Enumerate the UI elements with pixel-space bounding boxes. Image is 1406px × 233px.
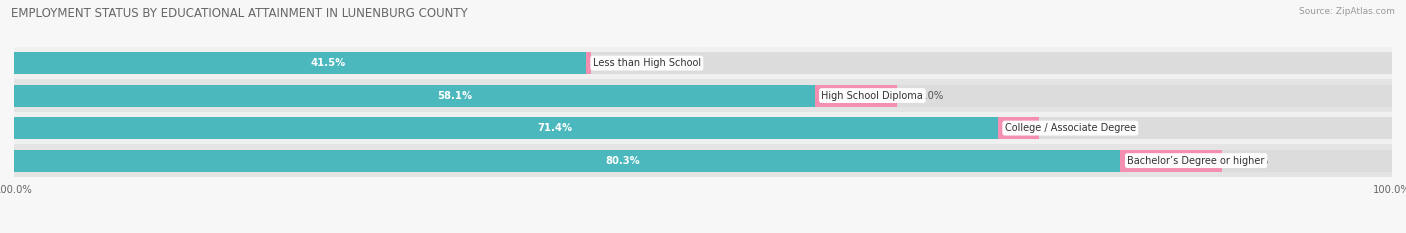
Bar [814, 85, 897, 107]
Text: 0.4%: 0.4% [612, 58, 637, 68]
Text: 41.5%: 41.5% [311, 58, 346, 68]
Text: 58.1%: 58.1% [437, 91, 472, 101]
Text: 71.4%: 71.4% [537, 123, 572, 133]
Text: Less than High School: Less than High School [593, 58, 702, 68]
Bar [998, 117, 1039, 139]
Bar [14, 150, 1121, 172]
Bar [14, 144, 1392, 177]
Bar [14, 52, 1392, 74]
Text: 80.3%: 80.3% [605, 156, 640, 166]
Bar [14, 85, 1392, 107]
Bar [586, 52, 592, 74]
Text: College / Associate Degree: College / Associate Degree [1005, 123, 1136, 133]
Bar [14, 47, 1392, 79]
Bar [14, 79, 1392, 112]
Text: EMPLOYMENT STATUS BY EDUCATIONAL ATTAINMENT IN LUNENBURG COUNTY: EMPLOYMENT STATUS BY EDUCATIONAL ATTAINM… [11, 7, 468, 20]
Text: Bachelor’s Degree or higher: Bachelor’s Degree or higher [1128, 156, 1265, 166]
Text: Source: ZipAtlas.com: Source: ZipAtlas.com [1299, 7, 1395, 16]
Bar [14, 150, 1392, 172]
Bar [1121, 150, 1222, 172]
Text: 6.0%: 6.0% [918, 91, 943, 101]
Bar [14, 52, 586, 74]
Bar [14, 117, 998, 139]
Bar [14, 117, 1392, 139]
Bar [14, 85, 814, 107]
Bar [14, 112, 1392, 144]
Text: 7.4%: 7.4% [1243, 156, 1268, 166]
Text: 3.0%: 3.0% [1060, 123, 1085, 133]
Text: High School Diploma: High School Diploma [821, 91, 924, 101]
